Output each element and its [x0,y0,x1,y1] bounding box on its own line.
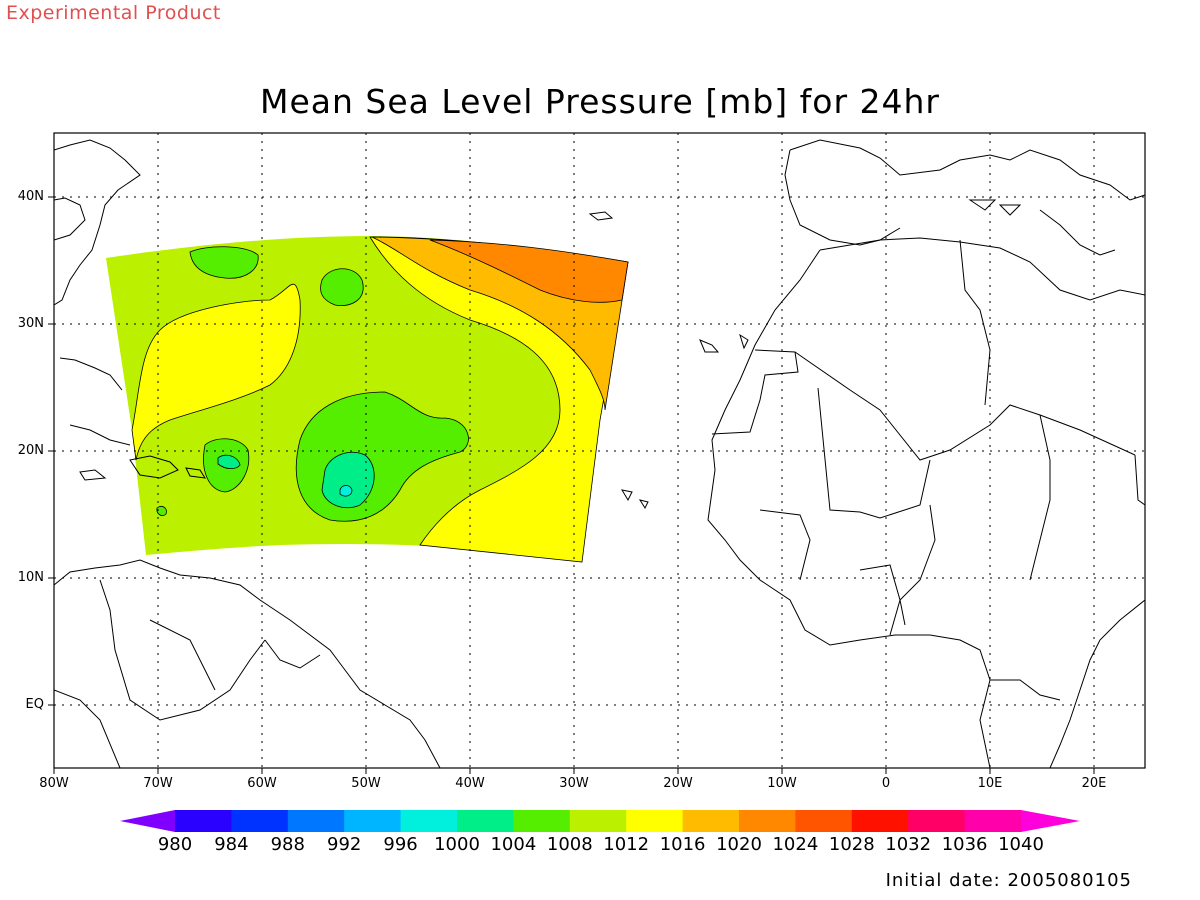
lon-label-10w: 10W [767,776,797,791]
lon-label-10e: 10E [977,776,1003,791]
initial-date: Initial date: 2005080105 [885,870,1132,891]
colorbar-box [344,810,402,832]
lon-label-40w: 40W [455,776,485,791]
colorbar-box [569,810,627,832]
colorbar-box [231,810,289,832]
lon-label-70w: 70W [143,776,173,791]
colorbar-arrow-low [120,810,175,832]
colorbar-label: 1040 [998,834,1044,855]
lon-label-60w: 60W [247,776,277,791]
colorbar-box [513,810,571,832]
field-1008-e [156,506,167,516]
field-1008-d [189,246,259,279]
field-1016-west [131,283,301,461]
colorbar-box [400,810,458,832]
colorbar-box [626,810,684,832]
lon-label-30w: 30W [559,776,589,791]
field-1008-c [320,268,364,307]
tick-marks [48,196,1095,774]
lon-label-80w: 80W [39,776,69,791]
colorbar-label: 1000 [434,834,480,855]
colorbar-box [682,810,740,832]
lon-label-50w: 50W [351,776,381,791]
colorbar-label: 1032 [885,834,932,855]
lat-label-20n: 20N [17,443,44,458]
experimental-product-label: Experimental Product [6,2,221,24]
colorbar-label: 996 [383,834,418,855]
colorbar-box [964,810,1022,832]
lon-label-20w: 20W [663,776,693,791]
graticule [54,133,1145,768]
lon-label-0: 0 [881,776,891,791]
colorbar-label: 1028 [828,834,875,855]
colorbar-box [457,810,514,832]
colorbar-box [739,810,796,832]
colorbar-label: 980 [157,834,193,855]
lon-label-20e: 20E [1081,776,1107,791]
colorbar-label: 1024 [772,834,819,855]
field-1024 [429,239,629,303]
colorbar-label: 1012 [603,834,650,855]
colorbar-box [795,810,853,832]
colorbar-label: 1036 [941,834,988,855]
colorbar-box [287,810,345,832]
field-1000-a [339,485,353,497]
colorbar-box [908,810,966,832]
colorbar-label: 1008 [546,834,593,855]
lat-label-30n: 30N [17,316,44,331]
lat-label-10n: 10N [17,570,44,585]
lat-label-40n: 40N [17,189,44,204]
colorbar-label: 992 [327,834,362,855]
lat-label-eq: EQ [25,697,44,712]
colorbar-label: 988 [270,834,305,855]
plot-title: Mean Sea Level Pressure [mb] for 24hr [259,82,941,121]
colorbar-box [851,810,909,832]
colorbar-label: 984 [214,834,249,855]
field-1004-a [321,451,375,509]
colorbar-box [175,810,232,832]
colorbar-arrow-high [1021,810,1080,832]
colorbar-label: 1004 [490,834,537,855]
colorbar [120,810,1080,832]
colorbar-label: 1016 [659,834,706,855]
field-1004-b [217,454,241,470]
colorbar-label: 1020 [716,834,762,855]
